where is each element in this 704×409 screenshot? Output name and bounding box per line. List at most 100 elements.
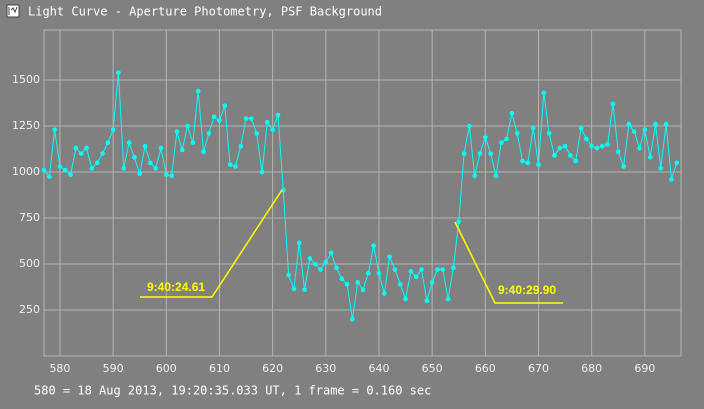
- data-point: [584, 136, 589, 142]
- data-point: [546, 131, 552, 136]
- data-point: [653, 121, 658, 127]
- data-point: [243, 116, 249, 121]
- data-point: [562, 143, 568, 149]
- data-point: [169, 173, 174, 179]
- x-tick-label: 650: [422, 362, 443, 375]
- data-point: [265, 120, 270, 125]
- y-tick-label: 500: [19, 257, 40, 270]
- data-point: [201, 149, 206, 155]
- x-tick-label: 620: [262, 362, 283, 375]
- data-point: [397, 281, 403, 287]
- data-point: [137, 171, 143, 177]
- data-point: [520, 158, 525, 164]
- data-point: [158, 145, 164, 151]
- annotation: 9:40:29.90: [498, 283, 556, 297]
- data-point: [392, 267, 398, 272]
- data-point: [94, 160, 100, 166]
- data-point: [62, 167, 68, 173]
- data-point: [435, 267, 440, 272]
- data-point: [259, 169, 265, 175]
- data-point: [296, 240, 302, 246]
- data-point: [41, 167, 47, 173]
- data-point: [552, 153, 557, 158]
- data-point: [483, 134, 488, 140]
- data-point: [126, 140, 132, 145]
- x-tick-label: 630: [315, 362, 336, 375]
- data-point: [190, 140, 196, 145]
- y-tick-label: 1500: [12, 73, 40, 86]
- data-point: [445, 296, 451, 302]
- data-point: [621, 164, 626, 169]
- data-point: [541, 90, 547, 96]
- data-point: [238, 143, 244, 149]
- data-point: [589, 143, 594, 149]
- x-tick-label: 680: [581, 362, 602, 375]
- data-point: [323, 259, 329, 265]
- data-point: [658, 166, 664, 171]
- data-point: [456, 219, 462, 224]
- data-point: [424, 298, 430, 304]
- data-point: [605, 142, 610, 147]
- data-point: [504, 136, 509, 142]
- data-point: [211, 114, 217, 120]
- data-point: [477, 151, 483, 156]
- data-point: [270, 127, 275, 133]
- data-point: [413, 274, 419, 280]
- data-point: [472, 173, 477, 179]
- data-point: [344, 281, 350, 287]
- data-point: [530, 125, 536, 131]
- data-point: [73, 145, 79, 151]
- data-point: [153, 166, 158, 171]
- footer: 580 = 18 Aug 2013, 19:20:35.033 UT, 1 fr…: [34, 384, 431, 398]
- y-tick-label: 1000: [12, 165, 40, 178]
- window-title: Light Curve - Aperture Photometry, PSF B…: [28, 5, 382, 19]
- data-point: [206, 131, 212, 136]
- data-point: [328, 250, 334, 256]
- data-point: [557, 145, 563, 151]
- data-point: [179, 147, 185, 153]
- data-point: [89, 166, 95, 171]
- data-point: [514, 131, 520, 136]
- data-point: [663, 121, 669, 127]
- x-tick-label: 670: [528, 362, 549, 375]
- data-point: [286, 272, 291, 278]
- x-tick-label: 610: [209, 362, 230, 375]
- data-point: [254, 131, 259, 136]
- data-point: [498, 140, 504, 145]
- data-point: [148, 160, 153, 166]
- data-point: [626, 121, 632, 127]
- x-tick-label: 580: [49, 362, 70, 375]
- data-point: [52, 127, 57, 133]
- data-point: [174, 129, 180, 134]
- data-point: [280, 188, 286, 193]
- annotation-leader: [140, 189, 283, 298]
- data-point: [307, 256, 313, 261]
- data-point: [509, 110, 515, 116]
- data-point: [195, 88, 201, 94]
- data-point: [610, 101, 616, 107]
- data-point: [227, 162, 233, 167]
- data-point: [371, 243, 376, 248]
- data-point: [573, 158, 579, 164]
- x-tick-label: 690: [634, 362, 655, 375]
- annotation-leader: [454, 221, 563, 304]
- annotation: 9:40:24.61: [147, 280, 205, 294]
- y-tick-label: 250: [19, 303, 40, 316]
- data-point: [568, 153, 573, 158]
- data-point: [382, 291, 387, 296]
- data-point: [594, 145, 600, 151]
- data-point: [163, 172, 169, 178]
- data-point: [467, 123, 472, 129]
- data-point: [78, 151, 84, 156]
- data-point: [408, 269, 414, 274]
- data-point: [493, 173, 499, 179]
- data-point: [387, 254, 392, 259]
- data-point: [318, 267, 323, 272]
- data-point: [110, 127, 116, 133]
- data-point: [312, 261, 318, 267]
- data-point: [647, 155, 653, 160]
- data-point: [355, 280, 361, 285]
